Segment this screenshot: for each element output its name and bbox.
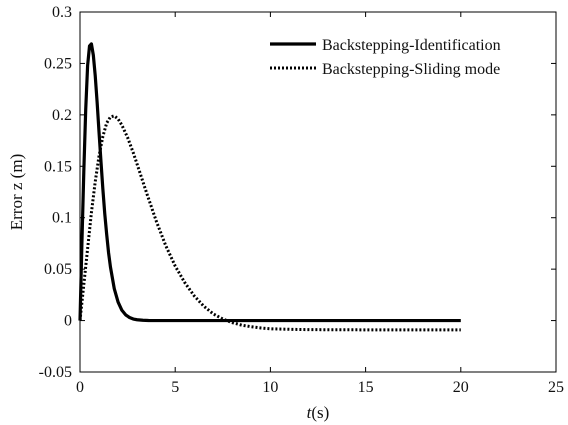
- x-tick-label: 20: [453, 379, 469, 396]
- x-tick-label: 5: [171, 379, 179, 396]
- y-tick-label: 0.05: [44, 261, 72, 278]
- y-axis-label: Error z (m): [7, 154, 26, 230]
- plot-layer: [78, 11, 557, 373]
- x-axis-label-italic: t: [307, 403, 313, 422]
- y-tick-label: 0.2: [52, 107, 72, 124]
- legend-label-2: Backstepping-Sliding mode: [322, 61, 500, 78]
- x-tick-label: 15: [358, 379, 374, 396]
- x-ticks: 0 5 10 15 20 25: [76, 12, 564, 396]
- x-tick-label: 25: [548, 379, 564, 396]
- x-axis-label-unit: (s): [311, 403, 329, 422]
- x-axis-label: t(s): [307, 403, 330, 422]
- legend-label-1: Backstepping-Identification: [322, 37, 501, 54]
- y-tick-label: 0.15: [44, 158, 72, 175]
- y-ticks: -0.05 0 0.05 0.1 0.15 0.2 0.25 0.3: [39, 4, 556, 381]
- y-tick-label: -0.05: [39, 364, 72, 381]
- y-tick-label: 0.3: [52, 4, 72, 21]
- y-tick-label: 0: [64, 313, 72, 330]
- y-tick-label: 0.1: [52, 210, 72, 227]
- plot-frame: [79, 11, 557, 373]
- series-line-1: [78, 42, 461, 323]
- x-tick-label: 0: [76, 379, 84, 396]
- series-line-2: [78, 114, 461, 332]
- x-tick-label: 10: [262, 379, 278, 396]
- y-tick-label: 0.25: [44, 55, 72, 72]
- legend: Backstepping-Identification Backstepping-…: [270, 37, 501, 78]
